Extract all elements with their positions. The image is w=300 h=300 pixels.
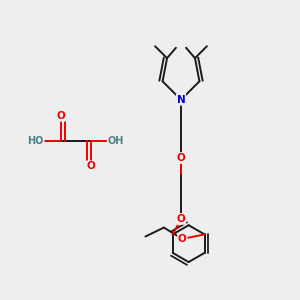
Text: O: O — [56, 111, 65, 121]
Text: OH: OH — [108, 136, 124, 146]
Text: O: O — [177, 214, 185, 224]
Text: O: O — [86, 161, 95, 171]
Text: HO: HO — [27, 136, 44, 146]
Text: N: N — [177, 95, 185, 105]
Text: O: O — [178, 234, 187, 244]
Text: O: O — [177, 153, 185, 163]
